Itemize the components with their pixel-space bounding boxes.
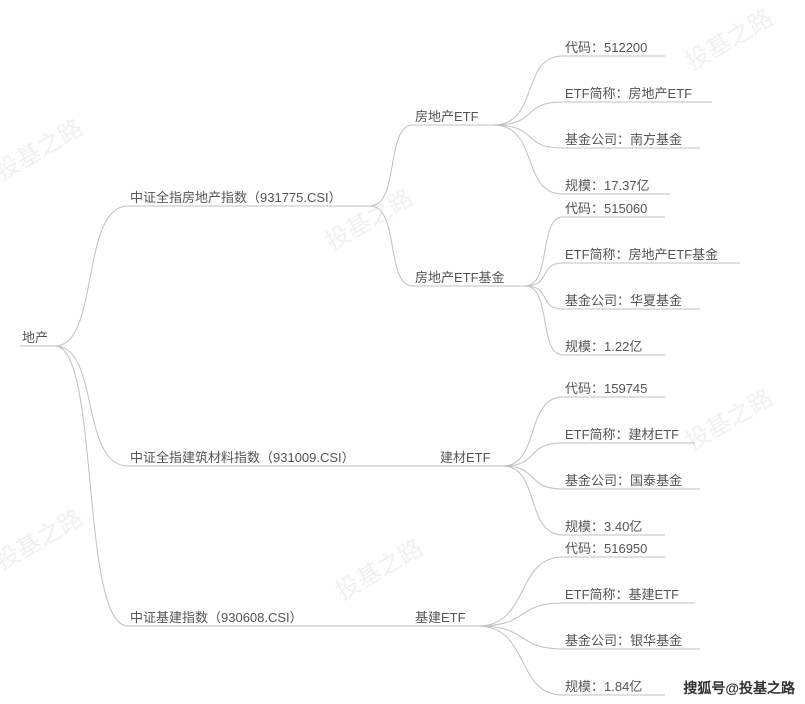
detail-node: 基金公司：南方基金 xyxy=(565,125,682,152)
detail-node: 代码：515060 xyxy=(565,194,647,221)
detail-node: 基金公司：华夏基金 xyxy=(565,286,682,313)
detail-node: 规模：1.84亿 xyxy=(565,672,642,699)
detail-node: 代码：159745 xyxy=(565,374,647,401)
etf-node: 房地产ETF基金 xyxy=(415,263,505,290)
detail-node: 规模：1.22亿 xyxy=(565,332,642,359)
detail-node: 基金公司：国泰基金 xyxy=(565,466,682,493)
detail-node: ETF简称：房地产ETF基金 xyxy=(565,240,718,267)
detail-node: ETF简称：基建ETF xyxy=(565,580,679,607)
etf-node: 基建ETF xyxy=(415,603,466,630)
detail-node: ETF简称：房地产ETF xyxy=(565,79,692,106)
detail-node: 基金公司：银华基金 xyxy=(565,626,682,653)
detail-node: 代码：516950 xyxy=(565,534,647,561)
index-node: 中证全指建筑材料指数（931009.CSI） xyxy=(130,443,355,470)
attribution-text: 搜狐号@投基之路 xyxy=(683,678,795,698)
watermark: 投基之路 xyxy=(678,0,779,77)
detail-node: ETF简称：建材ETF xyxy=(565,420,679,447)
watermark: 投基之路 xyxy=(0,108,88,186)
watermark: 投基之路 xyxy=(328,528,429,606)
index-node: 中证全指房地产指数（931775.CSI） xyxy=(130,183,342,210)
etf-node: 房地产ETF xyxy=(415,102,479,129)
watermark: 投基之路 xyxy=(0,498,88,576)
etf-node: 建材ETF xyxy=(440,443,491,470)
watermark: 投基之路 xyxy=(678,378,779,456)
detail-node: 代码：512200 xyxy=(565,33,647,60)
root-node: 地产 xyxy=(22,323,48,350)
index-node: 中证基建指数（930608.CSI） xyxy=(130,603,303,630)
